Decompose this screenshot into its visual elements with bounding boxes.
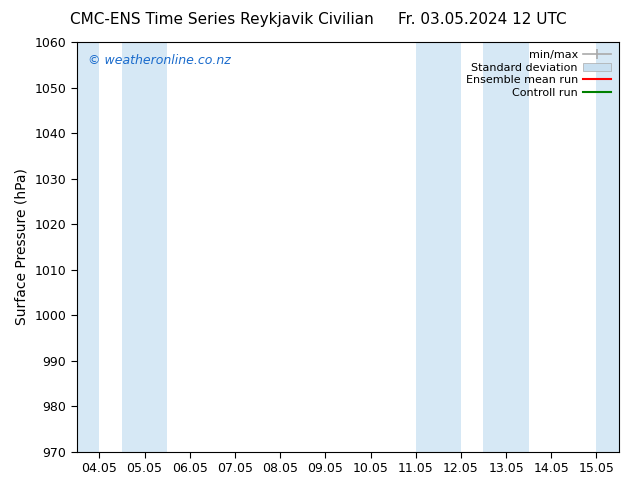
Text: © weatheronline.co.nz: © weatheronline.co.nz <box>87 54 230 67</box>
Text: CMC-ENS Time Series Reykjavik Civilian: CMC-ENS Time Series Reykjavik Civilian <box>70 12 374 27</box>
Bar <box>77 42 100 452</box>
Text: Fr. 03.05.2024 12 UTC: Fr. 03.05.2024 12 UTC <box>398 12 566 27</box>
Bar <box>122 42 167 452</box>
Y-axis label: Surface Pressure (hPa): Surface Pressure (hPa) <box>15 169 29 325</box>
Bar <box>416 42 461 452</box>
Legend: min/max, Standard deviation, Ensemble mean run, Controll run: min/max, Standard deviation, Ensemble me… <box>463 48 614 100</box>
Bar <box>484 42 529 452</box>
Bar <box>597 42 619 452</box>
